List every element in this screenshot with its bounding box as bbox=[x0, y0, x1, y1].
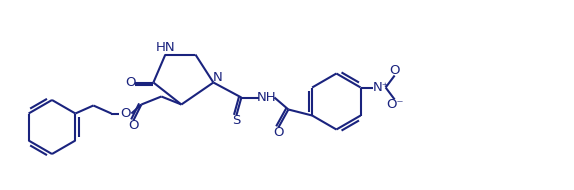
Text: O: O bbox=[128, 119, 139, 132]
Text: HN: HN bbox=[156, 41, 175, 54]
Text: O: O bbox=[120, 107, 131, 120]
Text: O: O bbox=[125, 76, 135, 89]
Text: S: S bbox=[232, 114, 241, 127]
Text: O⁻: O⁻ bbox=[386, 98, 404, 111]
Text: O: O bbox=[389, 64, 400, 77]
Text: O: O bbox=[273, 126, 284, 139]
Text: N⁺: N⁺ bbox=[373, 81, 389, 94]
Text: N: N bbox=[212, 71, 222, 84]
Text: NH: NH bbox=[257, 91, 276, 104]
